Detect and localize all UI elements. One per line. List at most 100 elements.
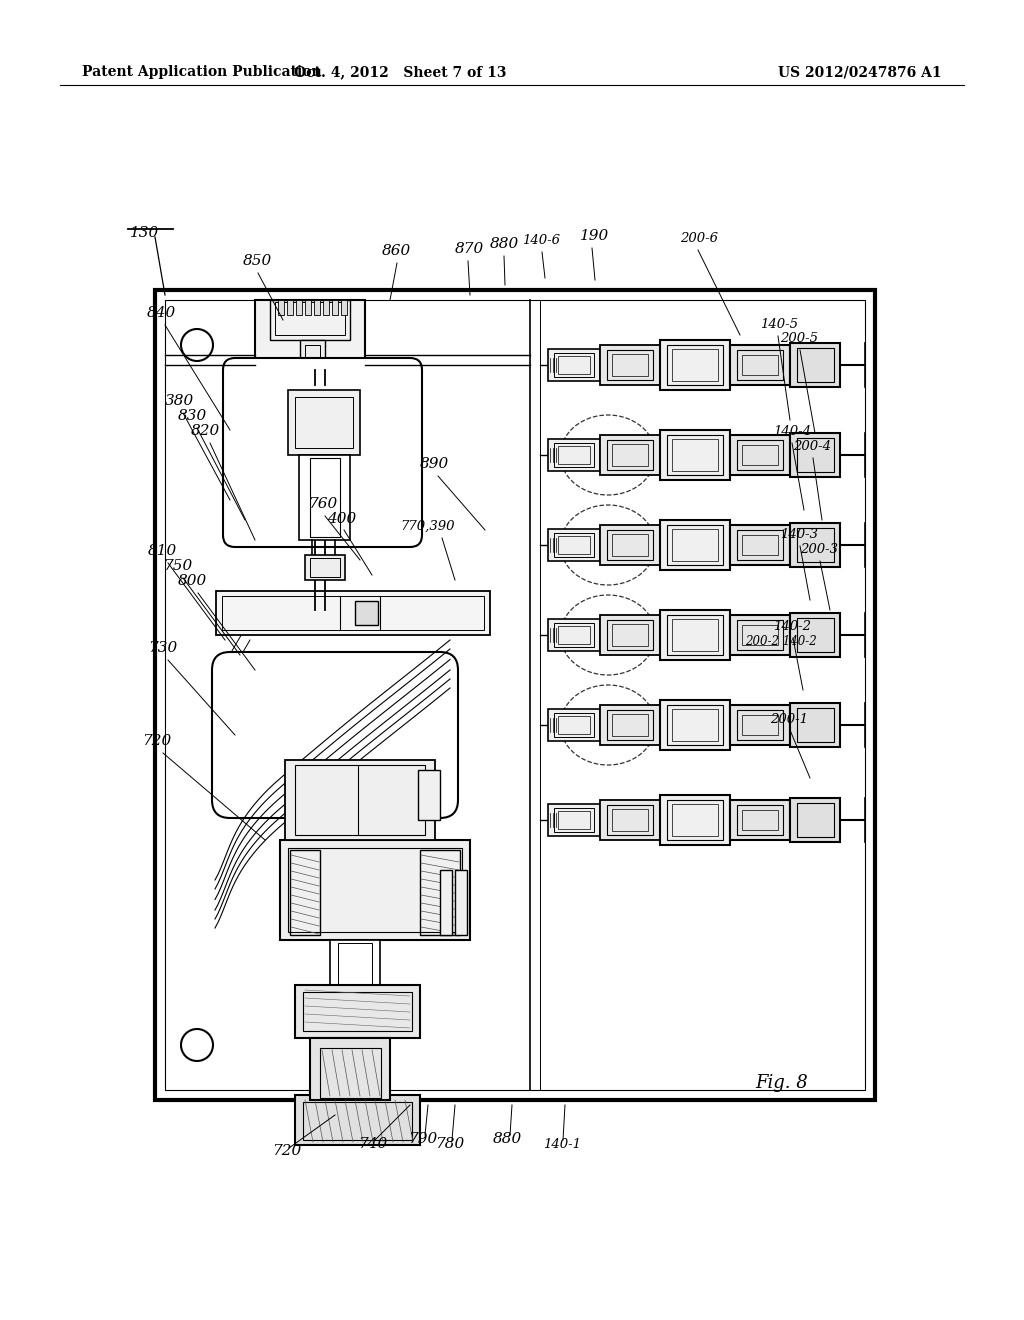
Polygon shape (314, 300, 319, 315)
Polygon shape (790, 799, 840, 842)
Text: 840: 840 (147, 306, 176, 319)
Polygon shape (730, 615, 790, 655)
Polygon shape (548, 440, 600, 471)
Polygon shape (660, 700, 730, 750)
Text: Oct. 4, 2012   Sheet 7 of 13: Oct. 4, 2012 Sheet 7 of 13 (294, 65, 506, 79)
Polygon shape (255, 300, 365, 385)
Polygon shape (155, 290, 874, 1100)
Text: 720: 720 (142, 734, 171, 748)
Text: 730: 730 (148, 642, 177, 655)
Text: 380: 380 (165, 393, 195, 408)
Polygon shape (730, 436, 790, 475)
Text: 200-5: 200-5 (780, 333, 818, 345)
Polygon shape (548, 348, 600, 381)
Text: 870: 870 (455, 242, 484, 256)
Text: 200-6: 200-6 (680, 232, 718, 246)
Polygon shape (330, 940, 380, 1001)
Text: 200-1: 200-1 (770, 713, 808, 726)
Polygon shape (305, 554, 345, 579)
Polygon shape (278, 300, 284, 315)
Polygon shape (790, 704, 840, 747)
Text: 850: 850 (243, 253, 272, 268)
Polygon shape (296, 300, 302, 315)
Polygon shape (287, 300, 293, 315)
Text: 760: 760 (308, 498, 337, 511)
Polygon shape (790, 433, 840, 477)
Polygon shape (600, 345, 660, 385)
Polygon shape (730, 705, 790, 744)
Text: 140-1: 140-1 (543, 1138, 581, 1151)
Text: 720: 720 (272, 1144, 301, 1158)
Polygon shape (790, 523, 840, 568)
Circle shape (339, 1030, 371, 1061)
Circle shape (181, 1030, 213, 1061)
Polygon shape (285, 760, 435, 840)
Text: 140-2: 140-2 (773, 620, 811, 634)
Polygon shape (600, 436, 660, 475)
Polygon shape (548, 709, 600, 741)
Polygon shape (280, 840, 470, 940)
Text: 770,390: 770,390 (400, 520, 455, 533)
Polygon shape (295, 1096, 420, 1144)
Circle shape (181, 329, 213, 360)
Text: 140-6: 140-6 (522, 234, 560, 247)
Text: 790: 790 (408, 1133, 437, 1146)
Polygon shape (730, 345, 790, 385)
Text: Fig. 8: Fig. 8 (755, 1074, 808, 1092)
Text: 750: 750 (163, 558, 193, 573)
Polygon shape (600, 705, 660, 744)
Polygon shape (310, 1038, 390, 1100)
Text: 830: 830 (178, 409, 207, 422)
Polygon shape (295, 985, 420, 1038)
Polygon shape (332, 300, 338, 315)
Polygon shape (341, 300, 347, 315)
Polygon shape (660, 795, 730, 845)
Polygon shape (600, 615, 660, 655)
Polygon shape (548, 804, 600, 836)
Text: 200-4: 200-4 (793, 440, 831, 453)
Text: 200-3: 200-3 (800, 543, 838, 556)
Polygon shape (660, 341, 730, 389)
Polygon shape (600, 800, 660, 840)
Text: 860: 860 (382, 244, 412, 257)
Polygon shape (455, 870, 467, 935)
Text: 800: 800 (178, 574, 207, 587)
Polygon shape (730, 525, 790, 565)
Text: 130: 130 (130, 226, 160, 240)
Polygon shape (548, 529, 600, 561)
Polygon shape (299, 455, 350, 540)
Polygon shape (440, 870, 452, 935)
Text: 190: 190 (580, 228, 609, 243)
Text: 820: 820 (191, 424, 220, 438)
Text: 740: 740 (358, 1137, 387, 1151)
Polygon shape (216, 591, 490, 635)
Polygon shape (790, 343, 840, 387)
Text: 810: 810 (148, 544, 177, 558)
Text: 200-2 140-2: 200-2 140-2 (745, 635, 817, 648)
Text: 880: 880 (490, 238, 519, 251)
Polygon shape (660, 520, 730, 570)
Polygon shape (288, 389, 360, 455)
Polygon shape (730, 800, 790, 840)
Polygon shape (305, 300, 311, 315)
Polygon shape (323, 300, 329, 315)
Text: 140-3: 140-3 (780, 528, 818, 541)
Polygon shape (660, 610, 730, 660)
Polygon shape (790, 612, 840, 657)
Text: 400: 400 (327, 512, 356, 525)
Polygon shape (600, 525, 660, 565)
Text: 780: 780 (435, 1137, 464, 1151)
Text: Patent Application Publication: Patent Application Publication (82, 65, 322, 79)
Text: US 2012/0247876 A1: US 2012/0247876 A1 (778, 65, 942, 79)
Text: 140-5: 140-5 (760, 318, 798, 331)
FancyBboxPatch shape (223, 358, 422, 546)
Polygon shape (660, 430, 730, 480)
FancyBboxPatch shape (212, 652, 458, 818)
Text: 880: 880 (493, 1133, 522, 1146)
Text: 890: 890 (420, 457, 450, 471)
Text: 140-4: 140-4 (773, 425, 811, 438)
Polygon shape (355, 601, 378, 624)
Polygon shape (548, 619, 600, 651)
Polygon shape (300, 341, 325, 380)
Polygon shape (418, 770, 440, 820)
